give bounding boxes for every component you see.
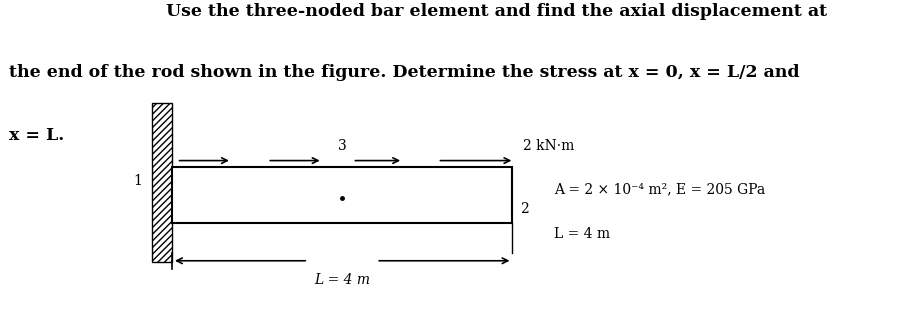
Text: Use the three-noded bar element and find the axial displacement at: Use the three-noded bar element and find… [166,3,826,20]
Text: x = L.: x = L. [9,127,64,144]
Text: L = 4 m: L = 4 m [553,227,609,241]
Text: 2 kN·m: 2 kN·m [523,139,574,153]
Text: the end of the rod shown in the figure. Determine the stress at x = 0, x = L/2 a: the end of the rod shown in the figure. … [9,64,799,80]
Bar [152,103,172,262]
Text: 1: 1 [133,174,142,188]
Text: L = 4 m: L = 4 m [314,273,369,287]
Text: A = 2 × 10⁻⁴ m², E = 205 GPa: A = 2 × 10⁻⁴ m², E = 205 GPa [553,182,765,196]
Bar [172,167,512,223]
Text: 2: 2 [519,202,528,216]
Text: 3: 3 [337,139,346,153]
